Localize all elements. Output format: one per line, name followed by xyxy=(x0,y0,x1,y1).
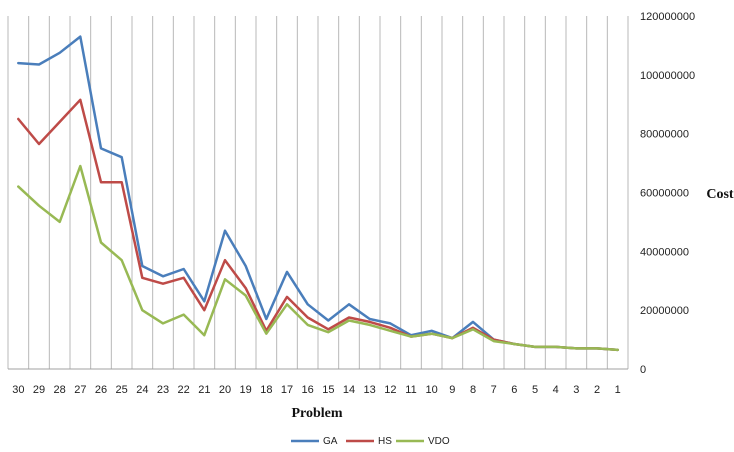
x-tick-label: 24 xyxy=(136,384,148,396)
x-tick-label: 30 xyxy=(12,384,24,396)
x-tick-label: 12 xyxy=(384,384,396,396)
x-tick-label: 26 xyxy=(95,384,107,396)
x-axis-title: Problem xyxy=(291,406,342,421)
x-tick-label: 9 xyxy=(449,384,455,396)
x-tick-label: 13 xyxy=(364,384,376,396)
vertical-gridlines xyxy=(7,16,629,369)
series-lines xyxy=(17,35,619,352)
x-tick-label: 21 xyxy=(198,384,210,396)
x-axis-tick-labels: 30 29 28 27 26 25 24 23 22 21 20 19 18 17 16 15 14 13 12 11… xyxy=(12,384,621,396)
x-tick-label: 20 xyxy=(219,384,231,396)
y-tick-label: 60000000 xyxy=(640,188,689,200)
x-tick-label: 28 xyxy=(54,384,66,396)
x-tick-label: 22 xyxy=(178,384,190,396)
x-tick-label: 3 xyxy=(573,384,579,396)
x-tick-label: 29 xyxy=(33,384,45,396)
legend-label-hs: HS xyxy=(378,436,392,447)
x-tick-label: 5 xyxy=(532,384,538,396)
x-tick-label: 16 xyxy=(302,384,314,396)
x-tick-label: 11 xyxy=(405,384,416,396)
legend-label-vdo: VDO xyxy=(428,436,450,447)
x-tick-label: 19 xyxy=(240,384,252,396)
x-tick-label: 27 xyxy=(74,384,86,396)
x-tick-label: 23 xyxy=(157,384,169,396)
x-tick-label: 6 xyxy=(511,384,517,396)
x-tick-label: 18 xyxy=(260,384,272,396)
x-tick-label: 8 xyxy=(470,384,476,396)
y-tick-label: 80000000 xyxy=(640,129,689,141)
y-tick-label: 120000000 xyxy=(640,11,695,23)
y-tick-label: 20000000 xyxy=(640,305,689,317)
legend-label-ga: GA xyxy=(323,436,338,447)
x-tick-label: 1 xyxy=(615,384,621,396)
legend: GA HS VDO xyxy=(291,436,450,447)
x-tick-label: 10 xyxy=(426,384,438,396)
x-tick-label: 14 xyxy=(343,384,355,396)
y-axis-title: Cost xyxy=(706,187,734,202)
series-line-vdo xyxy=(17,164,619,352)
x-tick-label: 25 xyxy=(116,384,128,396)
y-tick-label: 0 xyxy=(640,364,646,376)
x-tick-label: 7 xyxy=(491,384,497,396)
x-tick-label: 17 xyxy=(281,384,293,396)
y-axis-tick-labels: 0 20000000 40000000 60000000 80000000 1000000… xyxy=(640,11,695,376)
y-tick-label: 100000000 xyxy=(640,70,695,82)
x-tick-label: 2 xyxy=(594,384,600,396)
x-tick-label: 4 xyxy=(553,384,559,396)
x-tick-label: 15 xyxy=(322,384,334,396)
y-tick-label: 40000000 xyxy=(640,246,689,258)
